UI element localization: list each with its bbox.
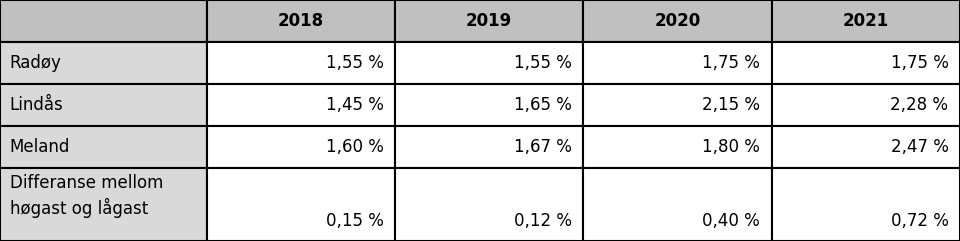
Text: 1,75 %: 1,75 % bbox=[891, 54, 948, 72]
Text: 2019: 2019 bbox=[466, 12, 513, 30]
Bar bbox=[0, 42, 206, 84]
Text: 1,65 %: 1,65 % bbox=[514, 96, 572, 114]
Bar bbox=[772, 84, 960, 126]
Text: 0,12 %: 0,12 % bbox=[514, 212, 572, 230]
Text: 2021: 2021 bbox=[843, 12, 889, 30]
Bar bbox=[584, 168, 772, 241]
Text: Radøy: Radøy bbox=[10, 54, 61, 72]
Text: 0,72 %: 0,72 % bbox=[891, 212, 948, 230]
Text: 1,60 %: 1,60 % bbox=[325, 138, 383, 156]
Text: 2,47 %: 2,47 % bbox=[891, 138, 948, 156]
Bar bbox=[395, 42, 584, 84]
Text: 1,80 %: 1,80 % bbox=[703, 138, 760, 156]
Text: Meland: Meland bbox=[10, 138, 70, 156]
Text: 1,67 %: 1,67 % bbox=[514, 138, 572, 156]
Bar bbox=[206, 168, 395, 241]
Text: 2,15 %: 2,15 % bbox=[702, 96, 760, 114]
Bar bbox=[395, 84, 584, 126]
Bar bbox=[395, 168, 584, 241]
Bar bbox=[395, 0, 584, 42]
Text: Differanse mellom
høgast og lågast: Differanse mellom høgast og lågast bbox=[10, 174, 163, 218]
Text: Lindås: Lindås bbox=[10, 96, 63, 114]
Text: 0,15 %: 0,15 % bbox=[325, 212, 383, 230]
Bar bbox=[584, 0, 772, 42]
Bar bbox=[772, 42, 960, 84]
Bar bbox=[206, 126, 395, 168]
Bar bbox=[0, 126, 206, 168]
Bar bbox=[772, 0, 960, 42]
Text: 1,45 %: 1,45 % bbox=[325, 96, 383, 114]
Text: 2,28 %: 2,28 % bbox=[891, 96, 948, 114]
Bar bbox=[772, 168, 960, 241]
Bar bbox=[206, 84, 395, 126]
Bar bbox=[206, 0, 395, 42]
Bar bbox=[0, 0, 206, 42]
Bar bbox=[395, 126, 584, 168]
Text: 2020: 2020 bbox=[655, 12, 701, 30]
Bar bbox=[584, 84, 772, 126]
Text: 1,55 %: 1,55 % bbox=[514, 54, 572, 72]
Bar bbox=[206, 42, 395, 84]
Text: 1,75 %: 1,75 % bbox=[703, 54, 760, 72]
Bar bbox=[0, 168, 206, 241]
Text: 1,55 %: 1,55 % bbox=[325, 54, 383, 72]
Bar bbox=[772, 126, 960, 168]
Bar bbox=[0, 84, 206, 126]
Text: 2018: 2018 bbox=[277, 12, 324, 30]
Bar bbox=[584, 42, 772, 84]
Text: 0,40 %: 0,40 % bbox=[703, 212, 760, 230]
Bar bbox=[584, 126, 772, 168]
